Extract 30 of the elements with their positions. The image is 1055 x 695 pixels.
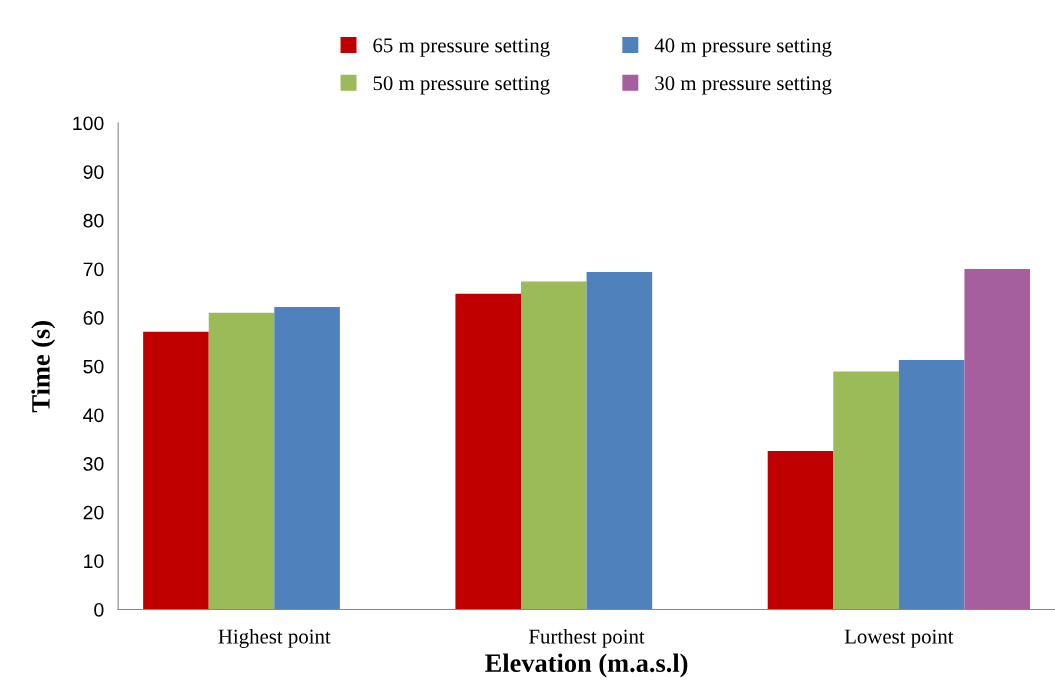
bar <box>586 271 653 610</box>
bar <box>964 268 1031 610</box>
bar <box>898 359 965 610</box>
y-tick-label: 50 <box>83 359 104 374</box>
y-tick-label: 100 <box>73 116 104 131</box>
bar <box>455 293 521 610</box>
y-tick-label: 90 <box>83 165 104 179</box>
y-tick-label: 20 <box>83 505 104 520</box>
x-axis-title: Elevation (m.a.s.l) <box>485 653 688 678</box>
x-tick-label: Highest point <box>218 628 331 648</box>
y-tick-label: 60 <box>83 311 104 325</box>
bar <box>521 281 587 610</box>
bar <box>274 306 340 610</box>
bar <box>208 312 275 610</box>
legend-label: 65 m pressure setting <box>373 38 550 57</box>
y-tick-label: 70 <box>83 262 104 277</box>
y-tick-label: 30 <box>83 457 104 471</box>
y-tick-label: 40 <box>83 408 104 423</box>
bar <box>143 331 209 610</box>
legend-label: 40 m pressure setting <box>654 38 832 57</box>
legend-label: 30 m pressure setting <box>655 76 832 95</box>
x-tick-label: Lowest point <box>844 629 954 648</box>
bar <box>767 450 834 610</box>
y-tick-label: 80 <box>83 213 104 228</box>
x-tick-label: Furthest point <box>529 628 645 648</box>
y-tick-label: 10 <box>84 554 104 569</box>
y-axis-title: Time (s) <box>31 321 56 413</box>
bar <box>833 371 899 610</box>
legend-label: 50 m pressure setting <box>373 76 550 95</box>
y-tick-label: 0 <box>94 602 104 617</box>
